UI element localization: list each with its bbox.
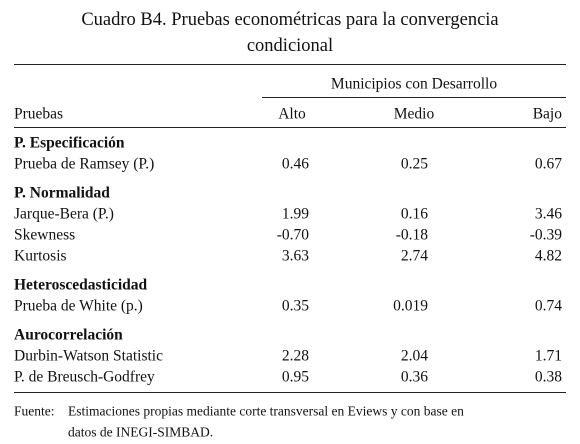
cell-value: 0.25 xyxy=(400,155,428,173)
column-header: Bajo xyxy=(532,105,562,123)
cell-value: -0.39 xyxy=(529,226,562,244)
section-title: Aurocorrelación xyxy=(14,326,123,344)
cell-value: 0.36 xyxy=(400,368,428,386)
row-label: Jarque-Bera (P.) xyxy=(14,205,114,223)
cell-value: 3.63 xyxy=(281,247,309,265)
note-line: Estimaciones propias mediante corte tran… xyxy=(68,403,464,419)
group-header: Municipios con Desarrollo xyxy=(330,75,498,93)
cell-value: 0.019 xyxy=(393,297,428,315)
row-header: Pruebas xyxy=(14,105,64,123)
row-label: Durbin-Watson Statistic xyxy=(14,347,163,365)
row-label: Skewness xyxy=(14,226,76,244)
cell-value: 3.46 xyxy=(534,205,562,223)
cell-value: 1.99 xyxy=(281,205,309,223)
section-title: P. Normalidad xyxy=(14,184,110,202)
section-title: P. Especificación xyxy=(14,134,125,152)
row-label: Prueba de Ramsey (P.) xyxy=(14,155,155,173)
row-label: P. de Breusch-Godfrey xyxy=(14,368,155,386)
top-rule xyxy=(14,64,566,65)
cell-value: 0.38 xyxy=(534,368,562,386)
note-label: Fuente: xyxy=(14,403,55,419)
cell-value: 2.74 xyxy=(400,247,428,265)
cell-value: 0.46 xyxy=(281,155,309,173)
cell-value: 0.67 xyxy=(534,155,562,173)
cell-value: -0.18 xyxy=(395,226,428,244)
cell-value: 2.04 xyxy=(400,347,428,365)
column-header: Medio xyxy=(393,105,435,123)
cell-value: 2.28 xyxy=(281,347,309,365)
row-label: Prueba de White (p.) xyxy=(14,297,143,315)
title-line: Cuadro B4. Pruebas econométricas para la… xyxy=(81,9,499,30)
cell-value: -0.70 xyxy=(276,226,309,244)
cell-value: 0.35 xyxy=(281,297,309,315)
cell-value: 0.95 xyxy=(281,368,309,386)
row-label: Kurtosis xyxy=(14,247,67,265)
cell-value: 0.16 xyxy=(400,205,428,223)
note-line: datos de INEGI-SIMBAD. xyxy=(68,424,214,440)
column-header: Alto xyxy=(278,105,306,123)
title-line: condicional xyxy=(246,35,334,56)
cell-value: 4.82 xyxy=(534,247,562,265)
group-rule xyxy=(262,97,566,98)
header-rule xyxy=(14,127,566,128)
cell-value: 0.74 xyxy=(534,297,562,315)
section-title: Heteroscedasticidad xyxy=(14,276,148,294)
bottom-rule xyxy=(14,392,566,393)
cell-value: 1.71 xyxy=(534,347,562,365)
